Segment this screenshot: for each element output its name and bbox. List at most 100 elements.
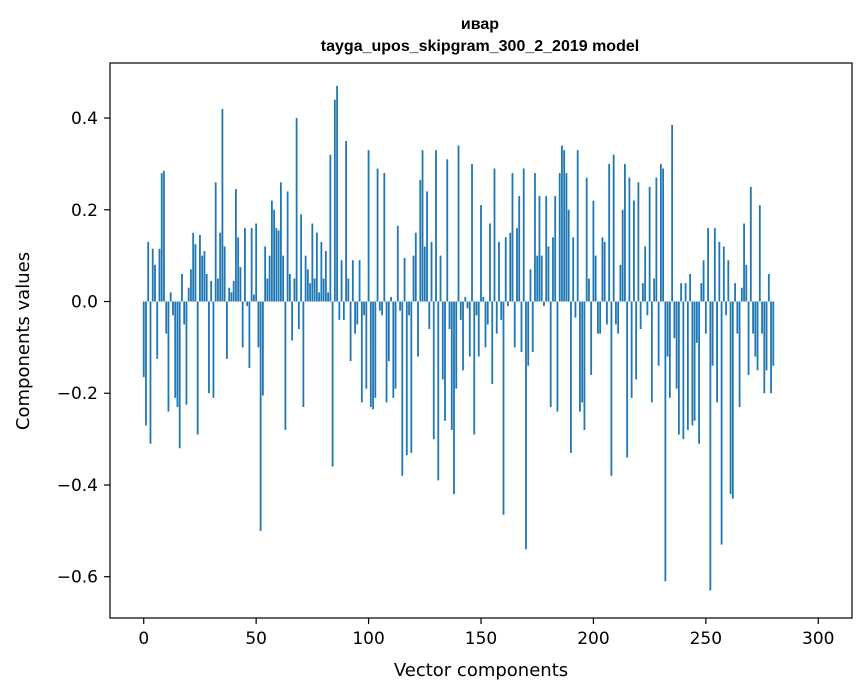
bar bbox=[644, 246, 647, 302]
bar bbox=[686, 301, 689, 430]
bar bbox=[709, 301, 712, 591]
y-tick-label: 0.2 bbox=[71, 201, 98, 221]
bar bbox=[147, 241, 150, 302]
bar bbox=[306, 269, 309, 302]
bar bbox=[601, 237, 604, 302]
bars-group bbox=[142, 85, 775, 591]
bar bbox=[293, 278, 296, 302]
bar bbox=[473, 301, 476, 435]
bar bbox=[581, 301, 584, 403]
bar bbox=[149, 301, 152, 444]
bar bbox=[385, 301, 388, 403]
bar bbox=[347, 278, 350, 302]
bar bbox=[477, 301, 480, 357]
bar bbox=[700, 283, 703, 302]
bar bbox=[662, 168, 665, 302]
bar bbox=[543, 301, 545, 307]
bar bbox=[142, 301, 145, 378]
y-tick-label: 0.0 bbox=[71, 293, 98, 313]
bar bbox=[606, 301, 608, 325]
bar bbox=[151, 248, 154, 302]
bar bbox=[691, 301, 694, 426]
bar bbox=[713, 228, 716, 302]
bar bbox=[342, 301, 345, 320]
bar bbox=[554, 196, 557, 302]
bar bbox=[172, 301, 174, 316]
bar bbox=[646, 301, 649, 316]
bar bbox=[181, 273, 183, 302]
bar bbox=[311, 223, 314, 302]
bar bbox=[763, 301, 766, 394]
bar bbox=[684, 283, 687, 302]
bar bbox=[230, 292, 233, 302]
bar bbox=[426, 191, 428, 302]
bar bbox=[331, 301, 334, 467]
bar bbox=[387, 301, 390, 362]
x-tick-label: 150 bbox=[465, 629, 497, 649]
bar bbox=[421, 150, 424, 302]
bar bbox=[273, 209, 276, 302]
bar bbox=[749, 186, 752, 302]
bar bbox=[653, 278, 656, 302]
bar bbox=[217, 278, 219, 302]
bar bbox=[511, 173, 514, 302]
bar bbox=[574, 301, 577, 318]
bar bbox=[641, 283, 644, 302]
bar bbox=[381, 301, 383, 316]
bar bbox=[403, 257, 406, 302]
bar bbox=[401, 301, 404, 476]
bar bbox=[747, 301, 750, 375]
bar bbox=[516, 228, 518, 302]
bar bbox=[761, 301, 763, 334]
bar bbox=[201, 255, 204, 302]
bar bbox=[495, 301, 498, 334]
bar bbox=[547, 246, 550, 302]
bar bbox=[491, 301, 494, 385]
bar bbox=[576, 150, 579, 302]
bar bbox=[264, 246, 267, 302]
bar bbox=[664, 301, 667, 582]
bar bbox=[244, 228, 246, 302]
bar bbox=[336, 85, 338, 302]
bar bbox=[232, 280, 235, 302]
bar bbox=[154, 264, 156, 302]
x-axis-label: Vector components bbox=[394, 660, 568, 681]
bar bbox=[752, 301, 754, 334]
bar bbox=[358, 260, 361, 302]
bar bbox=[666, 301, 669, 357]
bar bbox=[455, 301, 458, 389]
bar bbox=[304, 255, 307, 302]
bar bbox=[675, 301, 678, 389]
bar bbox=[410, 301, 413, 453]
bar bbox=[187, 287, 190, 302]
bar bbox=[156, 301, 159, 359]
bar bbox=[419, 179, 422, 302]
bar bbox=[462, 301, 464, 371]
bar bbox=[237, 237, 240, 302]
bar bbox=[351, 260, 354, 302]
bar bbox=[392, 301, 395, 398]
bar bbox=[704, 301, 707, 334]
bar bbox=[190, 269, 192, 302]
bar bbox=[302, 301, 305, 408]
bar bbox=[270, 200, 273, 302]
bar bbox=[300, 214, 303, 302]
bar bbox=[255, 223, 258, 302]
x-tick-label: 0 bbox=[138, 629, 149, 649]
bar bbox=[286, 191, 289, 302]
bar bbox=[583, 301, 586, 430]
bar bbox=[345, 140, 347, 302]
bar bbox=[268, 255, 271, 302]
bar bbox=[176, 301, 179, 408]
bar bbox=[453, 301, 455, 495]
bar bbox=[502, 301, 505, 515]
bar bbox=[327, 292, 329, 302]
bar bbox=[378, 301, 381, 311]
bar bbox=[282, 255, 285, 302]
x-tick-label: 100 bbox=[352, 629, 384, 649]
x-tick-label: 300 bbox=[802, 629, 834, 649]
bar bbox=[668, 301, 671, 398]
bar bbox=[590, 301, 593, 375]
bar bbox=[740, 287, 743, 302]
bar bbox=[277, 230, 280, 302]
